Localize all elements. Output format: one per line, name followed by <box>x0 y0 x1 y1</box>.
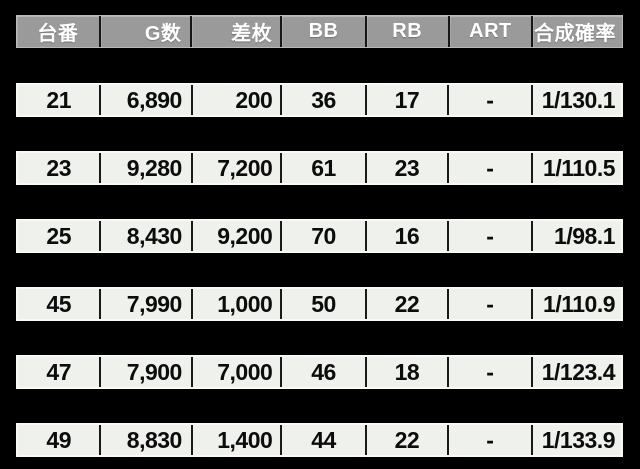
cell-art: - <box>447 289 530 319</box>
cell-medal-diff: 7,200 <box>190 153 280 183</box>
cell-bb: 36 <box>280 85 364 115</box>
header-cell-game-count: G数 <box>98 16 191 47</box>
cell-game-count: 6,890 <box>99 85 190 115</box>
cell-medal-diff: 200 <box>190 85 280 115</box>
cell-combined-rate: 1/133.9 <box>530 425 621 455</box>
cell-art: - <box>447 85 530 115</box>
header-cell-art: ART <box>447 16 532 47</box>
cell-machine-number: 47 <box>46 358 71 385</box>
cell-rb: 22 <box>364 425 447 455</box>
cell-bb: 61 <box>280 153 364 183</box>
cell-art: - <box>447 221 530 251</box>
cell-art: - <box>447 357 530 387</box>
cell-game-count: 9,280 <box>99 153 190 183</box>
table-row: 45 7,990 1,000 50 22 - 1/110.9 <box>16 287 623 321</box>
cell-machine-number: 25 <box>46 222 71 249</box>
table-row: 21 6,890 200 36 17 - 1/130.1 <box>16 83 623 117</box>
table-row: 23 9,280 7,200 61 23 - 1/110.5 <box>16 151 623 185</box>
cell-bb: 44 <box>280 425 364 455</box>
cell-game-count: 7,990 <box>99 289 190 319</box>
table-row: 49 8,830 1,400 44 22 - 1/133.9 <box>16 423 623 457</box>
cell-machine-number: 45 <box>46 290 71 317</box>
header-cell-bb: BB <box>280 16 365 47</box>
cell-rb: 16 <box>364 221 447 251</box>
table-row: 25 8,430 9,200 70 16 - 1/98.1 <box>16 219 623 253</box>
cell-combined-rate: 1/130.1 <box>530 85 621 115</box>
table-row: 47 7,900 7,000 46 18 - 1/123.4 <box>16 355 623 389</box>
cell-medal-diff: 7,000 <box>190 357 280 387</box>
header-cell-combined-rate: 合成確率 <box>531 16 622 47</box>
cell-game-count: 8,430 <box>99 221 190 251</box>
cell-medal-diff: 9,200 <box>190 221 280 251</box>
cell-game-count: 7,900 <box>99 357 190 387</box>
cell-medal-diff: 1,400 <box>190 425 280 455</box>
cell-combined-rate: 1/110.5 <box>530 153 621 183</box>
cell-bb: 46 <box>280 357 364 387</box>
cell-combined-rate: 1/123.4 <box>530 357 621 387</box>
cell-bb: 50 <box>280 289 364 319</box>
cell-machine-number: 49 <box>46 426 71 453</box>
cell-medal-diff: 1,000 <box>190 289 280 319</box>
cell-machine-number: 21 <box>46 86 71 113</box>
cell-rb: 18 <box>364 357 447 387</box>
cell-art: - <box>447 153 530 183</box>
cell-combined-rate: 1/110.9 <box>530 289 621 319</box>
cell-rb: 17 <box>364 85 447 115</box>
cell-combined-rate: 1/98.1 <box>530 221 621 251</box>
cell-bb: 70 <box>280 221 364 251</box>
cell-game-count: 8,830 <box>99 425 190 455</box>
header-cell-medal-diff: 差枚 <box>190 16 280 47</box>
cell-rb: 22 <box>364 289 447 319</box>
cell-art: - <box>447 425 530 455</box>
slot-data-table: 台番 G数 差枚 BB RB ART 合成確率 21 6,890 200 36 … <box>16 15 623 457</box>
table-header: 台番 G数 差枚 BB RB ART 合成確率 <box>16 15 623 48</box>
header-cell-rb: RB <box>364 16 448 47</box>
cell-machine-number: 23 <box>46 154 71 181</box>
cell-rb: 23 <box>364 153 447 183</box>
header-cell-machine-number: 台番 <box>17 16 99 47</box>
